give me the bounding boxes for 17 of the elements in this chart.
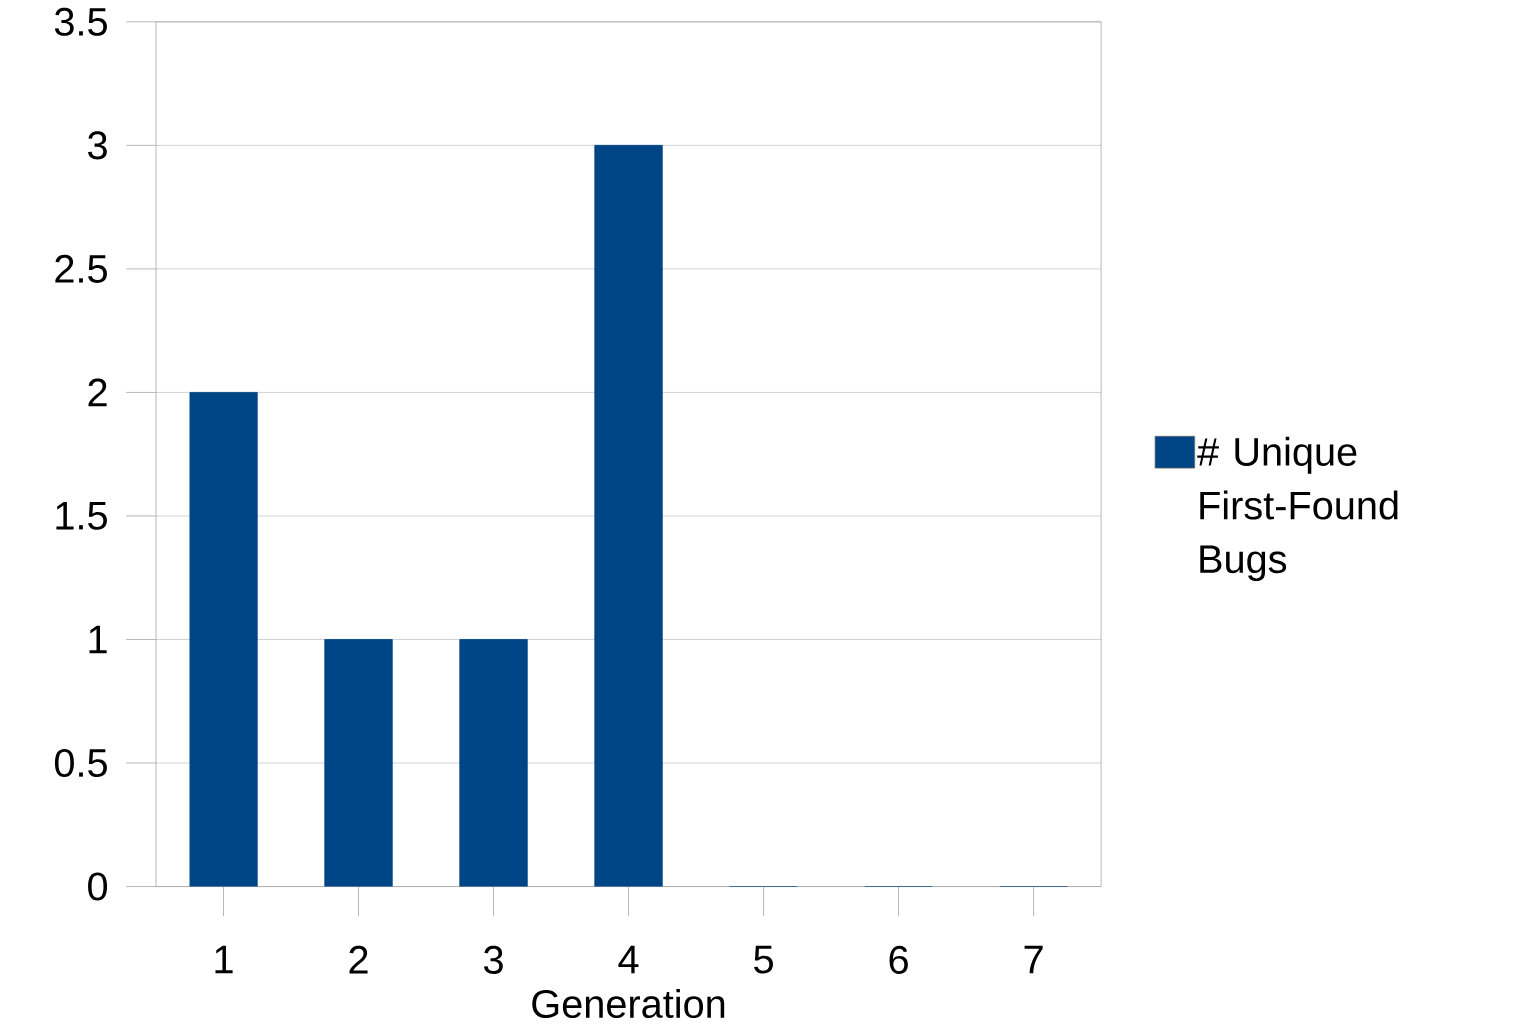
y-tick-label: 0.5 — [54, 749, 107, 778]
y-tick-label: 1.5 — [56, 502, 107, 531]
y-tick-label: 0 — [88, 872, 108, 901]
x-tick-label: 2 — [349, 946, 368, 974]
x-axis-title: Generation — [532, 989, 725, 1019]
y-tick-label: 2.5 — [55, 255, 107, 284]
x-tick-label: 3 — [484, 946, 503, 975]
x-tick-label: 7 — [1024, 946, 1043, 974]
y-tick-label: 3.5 — [54, 8, 107, 37]
x-tick-label: 5 — [754, 946, 773, 974]
y-tick-label: 1 — [89, 626, 107, 654]
x-tick-label: 1 — [215, 946, 233, 974]
x-tick-label: 6 — [889, 946, 908, 975]
legend-label: # Unique First-Found Bugs — [1197, 437, 1398, 582]
y-tick-label: 2 — [88, 378, 107, 407]
x-tick-label: 4 — [618, 946, 639, 974]
y-tick-label: 3 — [88, 131, 107, 160]
